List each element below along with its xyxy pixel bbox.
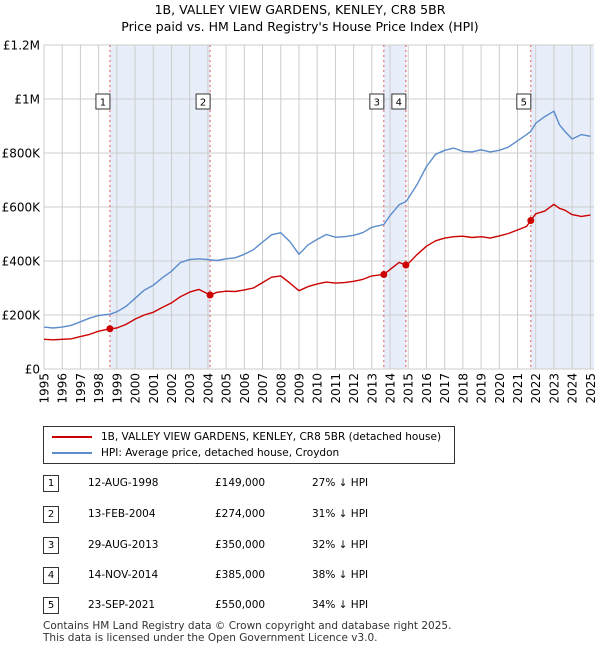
x-tick-label: 2011 xyxy=(329,373,343,404)
sale-label: 3 xyxy=(374,98,380,109)
transaction-date: 13-FEB-2004 xyxy=(88,508,156,520)
x-tick-label: 2017 xyxy=(438,373,452,404)
sale-point xyxy=(380,271,388,278)
series-lines xyxy=(43,110,591,341)
x-tick-label: 2006 xyxy=(238,373,252,404)
x-tick-label: 2013 xyxy=(365,373,379,404)
sale-label: 4 xyxy=(396,98,402,109)
x-tick-label: 1996 xyxy=(56,373,70,404)
x-tick-label: 2000 xyxy=(129,373,143,404)
gridlines xyxy=(43,44,594,370)
x-tick-label: 2003 xyxy=(183,373,197,404)
x-tick-label: 2012 xyxy=(347,373,361,404)
legend-swatch-red xyxy=(52,436,92,438)
x-tick-label: 2005 xyxy=(220,373,234,404)
transaction-date: 12-AUG-1998 xyxy=(88,477,159,489)
transaction-price: £274,000 xyxy=(215,508,266,520)
legend: 1B, VALLEY VIEW GARDENS, KENLEY, CR8 5BR… xyxy=(43,426,455,464)
series-line-hpi xyxy=(43,110,591,329)
y-tick-label: £0 xyxy=(25,363,40,377)
transaction-hpi-diff: 31% ↓ HPI xyxy=(312,508,369,520)
x-tick-label: 2007 xyxy=(256,373,270,404)
transaction-number: 4 xyxy=(43,567,59,584)
sale-point xyxy=(206,291,214,299)
y-tick-label: £600K xyxy=(2,201,42,215)
transaction-number: 2 xyxy=(43,506,59,523)
transaction-number: 5 xyxy=(43,597,59,614)
transaction-row: 3 29-AUG-2013 £350,000 32% ↓ HPI xyxy=(0,537,600,557)
x-tick-label: 1998 xyxy=(92,373,106,404)
footer-licence: This data is licensed under the Open Gov… xyxy=(43,632,378,644)
x-tick-label: 2025 xyxy=(584,373,598,404)
x-tick-label: 2001 xyxy=(147,373,161,404)
transaction-price: £350,000 xyxy=(215,539,266,551)
x-tick-label: 2010 xyxy=(311,373,325,404)
transaction-row: 5 23-SEP-2021 £550,000 34% ↓ HPI xyxy=(0,597,600,617)
y-tick-label: £1M xyxy=(14,93,40,107)
x-tick-label: 2008 xyxy=(274,373,288,404)
chart-title: 1B, VALLEY VIEW GARDENS, KENLEY, CR8 5BR xyxy=(154,2,446,17)
footer-copyright: Contains HM Land Registry data © Crown c… xyxy=(43,620,452,632)
sale-point xyxy=(527,217,535,224)
series-line-property xyxy=(43,203,591,341)
x-tick-label: 2015 xyxy=(402,373,416,404)
sale-label: 2 xyxy=(200,98,206,109)
chart-subtitle: Price paid vs. HM Land Registry's House … xyxy=(121,19,479,34)
transaction-price: £385,000 xyxy=(215,569,266,581)
x-tick-label: 2018 xyxy=(456,373,470,404)
transaction-date: 14-NOV-2014 xyxy=(88,569,159,581)
sale-markers-lines xyxy=(109,45,532,369)
legend-label-property: 1B, VALLEY VIEW GARDENS, KENLEY, CR8 5BR… xyxy=(101,431,442,443)
sale-label-box xyxy=(95,93,111,110)
x-tick-label: 2022 xyxy=(529,373,543,404)
sale-label-box xyxy=(391,93,407,110)
x-tick-label: 2004 xyxy=(201,373,215,404)
x-tick-label: 1995 xyxy=(38,373,52,404)
legend-item-hpi: HPI: Average price, detached house, Croy… xyxy=(52,445,339,461)
transaction-hpi-diff: 34% ↓ HPI xyxy=(312,599,369,611)
transaction-hpi-diff: 38% ↓ HPI xyxy=(312,569,369,581)
transaction-number: 1 xyxy=(43,475,59,492)
price-chart: 1 2 3 4 5 £0 £200K £400K £600K £800K £1M £1.2M 1995… xyxy=(2,39,598,404)
x-tick-label: 1999 xyxy=(110,373,124,404)
x-tick-label: 2019 xyxy=(475,373,489,404)
x-tick-label: 2021 xyxy=(511,373,525,404)
x-tick-label: 2002 xyxy=(165,373,179,404)
x-tick-label: 2023 xyxy=(547,373,561,404)
transaction-date: 23-SEP-2021 xyxy=(88,599,156,611)
transaction-hpi-diff: 27% ↓ HPI xyxy=(312,477,369,489)
transaction-row: 2 13-FEB-2004 £274,000 31% ↓ HPI xyxy=(0,506,600,526)
transaction-price: £550,000 xyxy=(215,599,266,611)
sale-point xyxy=(106,325,114,333)
sale-label-box xyxy=(516,93,532,110)
sale-label-box xyxy=(195,93,211,110)
axes: £0 £200K £400K £600K £800K £1M £1.2M 1995 1996 19… xyxy=(2,39,598,404)
x-tick-label: 2020 xyxy=(493,373,507,404)
legend-item-property: 1B, VALLEY VIEW GARDENS, KENLEY, CR8 5BR… xyxy=(52,429,441,445)
x-tick-label: 2016 xyxy=(420,373,434,404)
transaction-row: 4 14-NOV-2014 £385,000 38% ↓ HPI xyxy=(0,567,600,587)
sale-label: 5 xyxy=(521,98,527,109)
transaction-hpi-diff: 32% ↓ HPI xyxy=(312,539,369,551)
x-tick-label: 2009 xyxy=(292,373,306,404)
sale-point xyxy=(402,261,410,269)
sale-label-box xyxy=(369,93,385,110)
sale-label: 1 xyxy=(100,98,106,109)
y-tick-label: £800K xyxy=(2,147,42,161)
y-tick-label: £200K xyxy=(2,309,42,323)
transaction-row: 1 12-AUG-1998 £149,000 27% ↓ HPI xyxy=(0,475,600,495)
x-tick-label: 2024 xyxy=(566,373,580,404)
sale-labels: 1 2 3 4 5 xyxy=(95,93,532,110)
x-tick-label: 1997 xyxy=(74,373,88,404)
x-tick-label: 2014 xyxy=(384,373,398,404)
y-tick-label: £400K xyxy=(2,255,42,269)
y-tick-label: £1.2M xyxy=(3,39,40,53)
legend-label-hpi: HPI: Average price, detached house, Croy… xyxy=(101,447,340,459)
transaction-date: 29-AUG-2013 xyxy=(88,539,159,551)
sale-points xyxy=(106,217,535,333)
legend-swatch-blue xyxy=(52,452,92,454)
transaction-number: 3 xyxy=(43,537,59,554)
transaction-price: £149,000 xyxy=(215,477,266,489)
